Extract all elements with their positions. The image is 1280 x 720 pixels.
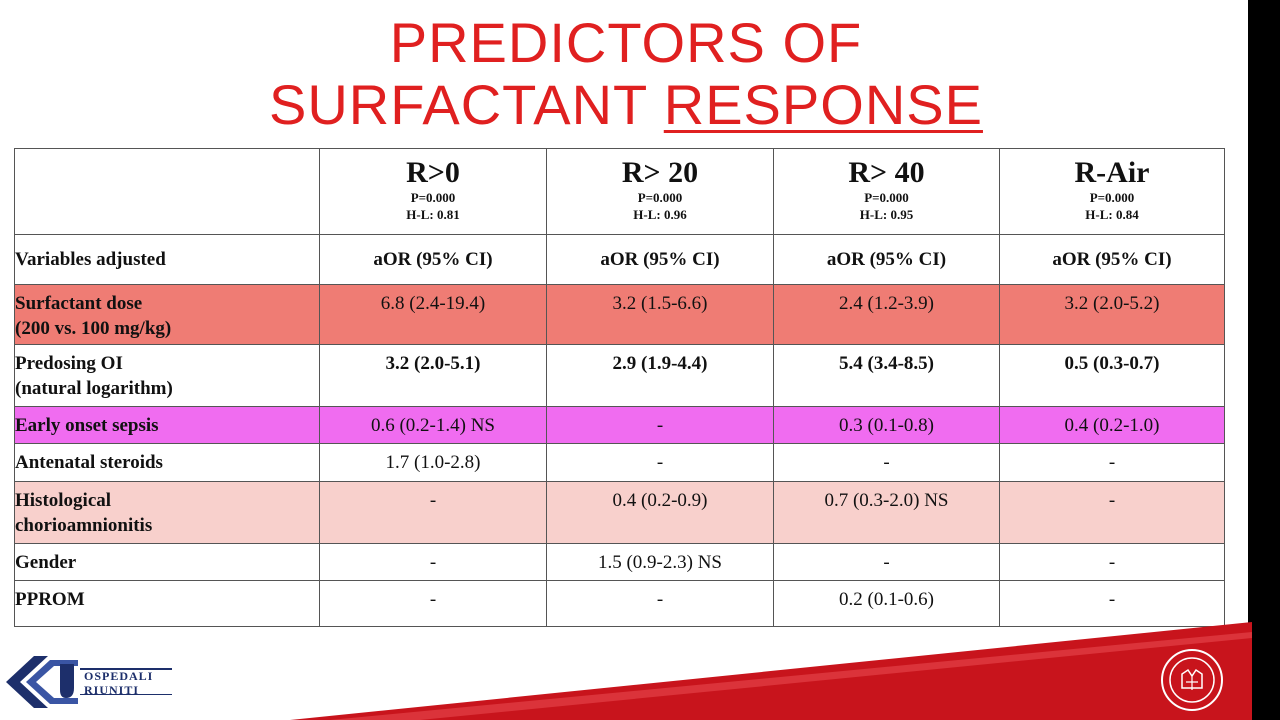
table-row: Predosing OI (natural logarithm) 3.2 (2.0… [14, 344, 1225, 407]
row-label: Gender [14, 543, 320, 581]
row-label-line-2: chorioamnionitis [15, 515, 153, 536]
table-cell: aOR (95% CI) [773, 234, 1000, 285]
table-row: Antenatal steroids 1.7 (1.0-2.8) - - - [14, 443, 1225, 482]
row-label-line-2: (natural logarithm) [15, 378, 173, 399]
column-p-value: P=0.000 [1089, 190, 1135, 205]
ospedali-riuniti-logo [6, 656, 172, 708]
column-p-value: P=0.000 [864, 190, 909, 205]
column-header-r20: R> 20 P=0.000 H-L: 0.96 [546, 148, 774, 235]
row-label: Early onset sepsis [14, 406, 320, 444]
column-hl-value: H-L: 0.84 [1085, 207, 1139, 222]
table-cell: 0.4 (0.2-1.0) [999, 406, 1225, 444]
table-cell: - [546, 443, 774, 482]
row-label: Histological chorioamnionitis [14, 481, 320, 544]
column-hl-value: H-L: 0.96 [633, 207, 687, 222]
column-header-r0: R>0 P=0.000 H-L: 0.81 [319, 148, 547, 235]
table-cell: 5.4 (3.4-8.5) [773, 344, 1000, 407]
table-cell: 0.3 (0.1-0.8) [773, 406, 1000, 444]
table-cell: aOR (95% CI) [999, 234, 1225, 285]
predictors-table: R>0 P=0.000 H-L: 0.81 R> 20 P=0.000 H-L:… [14, 148, 1225, 627]
table-cell: aOR (95% CI) [319, 234, 547, 285]
column-hl-value: H-L: 0.81 [406, 207, 460, 222]
table-cell: - [319, 543, 547, 581]
table-cell: 1.7 (1.0-2.8) [319, 443, 547, 482]
table-cell: - [999, 443, 1225, 482]
title-line-2-plain: SURFACTANT [269, 73, 664, 136]
column-hl-value: H-L: 0.95 [859, 207, 914, 222]
university-seal-logo [1161, 649, 1223, 711]
table-row: Histological chorioamnionitis - 0.4 (0.2-… [14, 481, 1225, 544]
table-row: Early onset sepsis 0.6 (0.2-1.4) NS - 0.… [14, 406, 1225, 444]
table-cell: - [999, 543, 1225, 581]
row-label: PPROM [14, 580, 320, 627]
column-title: R> 20 [621, 156, 699, 189]
table-cell: - [319, 481, 547, 544]
column-title: R>0 [406, 156, 460, 189]
row-label-line-2: (200 vs. 100 mg/kg) [15, 318, 172, 339]
red-swoosh-decoration [290, 622, 1252, 720]
row-label: Predosing OI (natural logarithm) [14, 344, 320, 407]
table-cell: 3.2 (1.5-6.6) [546, 284, 774, 345]
table-cell: 3.2 (2.0-5.2) [999, 284, 1225, 345]
table-cell: aOR (95% CI) [546, 234, 774, 285]
logo-line-1: OSPEDALI [84, 669, 154, 683]
adjusted-row: Variables adjusted aOR (95% CI) aOR (95%… [14, 234, 1225, 285]
table-cell: 0.2 (0.1-0.6) [773, 580, 1000, 627]
row-label-line-1: Histological [15, 490, 112, 511]
row-label-line-1: Predosing OI [15, 353, 123, 374]
table-cell: 0.7 (0.3-2.0) NS [773, 481, 1000, 544]
row-label: Surfactant dose (200 vs. 100 mg/kg) [14, 284, 320, 345]
title-line-2: SURFACTANT RESPONSE [0, 74, 1252, 136]
column-p-value: P=0.000 [637, 190, 683, 205]
table-cell: 3.2 (2.0-5.1) [319, 344, 547, 407]
table-cell: - [999, 481, 1225, 544]
table-cell: - [999, 580, 1225, 627]
column-title: R-Air [1074, 156, 1150, 189]
title-line-2-underlined: RESPONSE [663, 73, 983, 136]
logo-left-text: OSPEDALI RIUNITI [84, 669, 153, 697]
logo-line-2: RIUNITI [84, 683, 140, 697]
table-cell: - [773, 543, 1000, 581]
table-cell: 1.5 (0.9-2.3) NS [546, 543, 774, 581]
table-cell: - [319, 580, 547, 627]
column-header-r40: R> 40 P=0.000 H-L: 0.95 [773, 148, 1000, 235]
right-frame-border [1248, 0, 1280, 720]
table-cell: - [773, 443, 1000, 482]
slide-title: PREDICTORS OF SURFACTANT RESPONSE [0, 12, 1252, 136]
table-row: PPROM - - 0.2 (0.1-0.6) - [14, 580, 1225, 627]
header-corner-cell [14, 148, 320, 235]
table-header-row: R>0 P=0.000 H-L: 0.81 R> 20 P=0.000 H-L:… [14, 148, 1225, 235]
title-line-1: PREDICTORS OF [389, 11, 863, 74]
table-cell: - [546, 406, 774, 444]
table-cell: 0.6 (0.2-1.4) NS [319, 406, 547, 444]
table-row: Gender - 1.5 (0.9-2.3) NS - - [14, 543, 1225, 581]
table-cell: 0.5 (0.3-0.7) [999, 344, 1225, 407]
column-p-value: P=0.000 [410, 190, 456, 205]
row-label-line-1: Surfactant dose [15, 293, 143, 314]
column-title: R> 40 [848, 156, 925, 189]
table-cell: 2.9 (1.9-4.4) [546, 344, 774, 407]
column-header-rair: R-Air P=0.000 H-L: 0.84 [999, 148, 1225, 235]
row-label: Antenatal steroids [14, 443, 320, 482]
table-cell: 2.4 (1.2-3.9) [773, 284, 1000, 345]
table-cell: 0.4 (0.2-0.9) [546, 481, 774, 544]
table-cell: 6.8 (2.4-19.4) [319, 284, 547, 345]
table-row: Surfactant dose (200 vs. 100 mg/kg) 6.8 (… [14, 284, 1225, 345]
row-label: Variables adjusted [14, 234, 320, 285]
